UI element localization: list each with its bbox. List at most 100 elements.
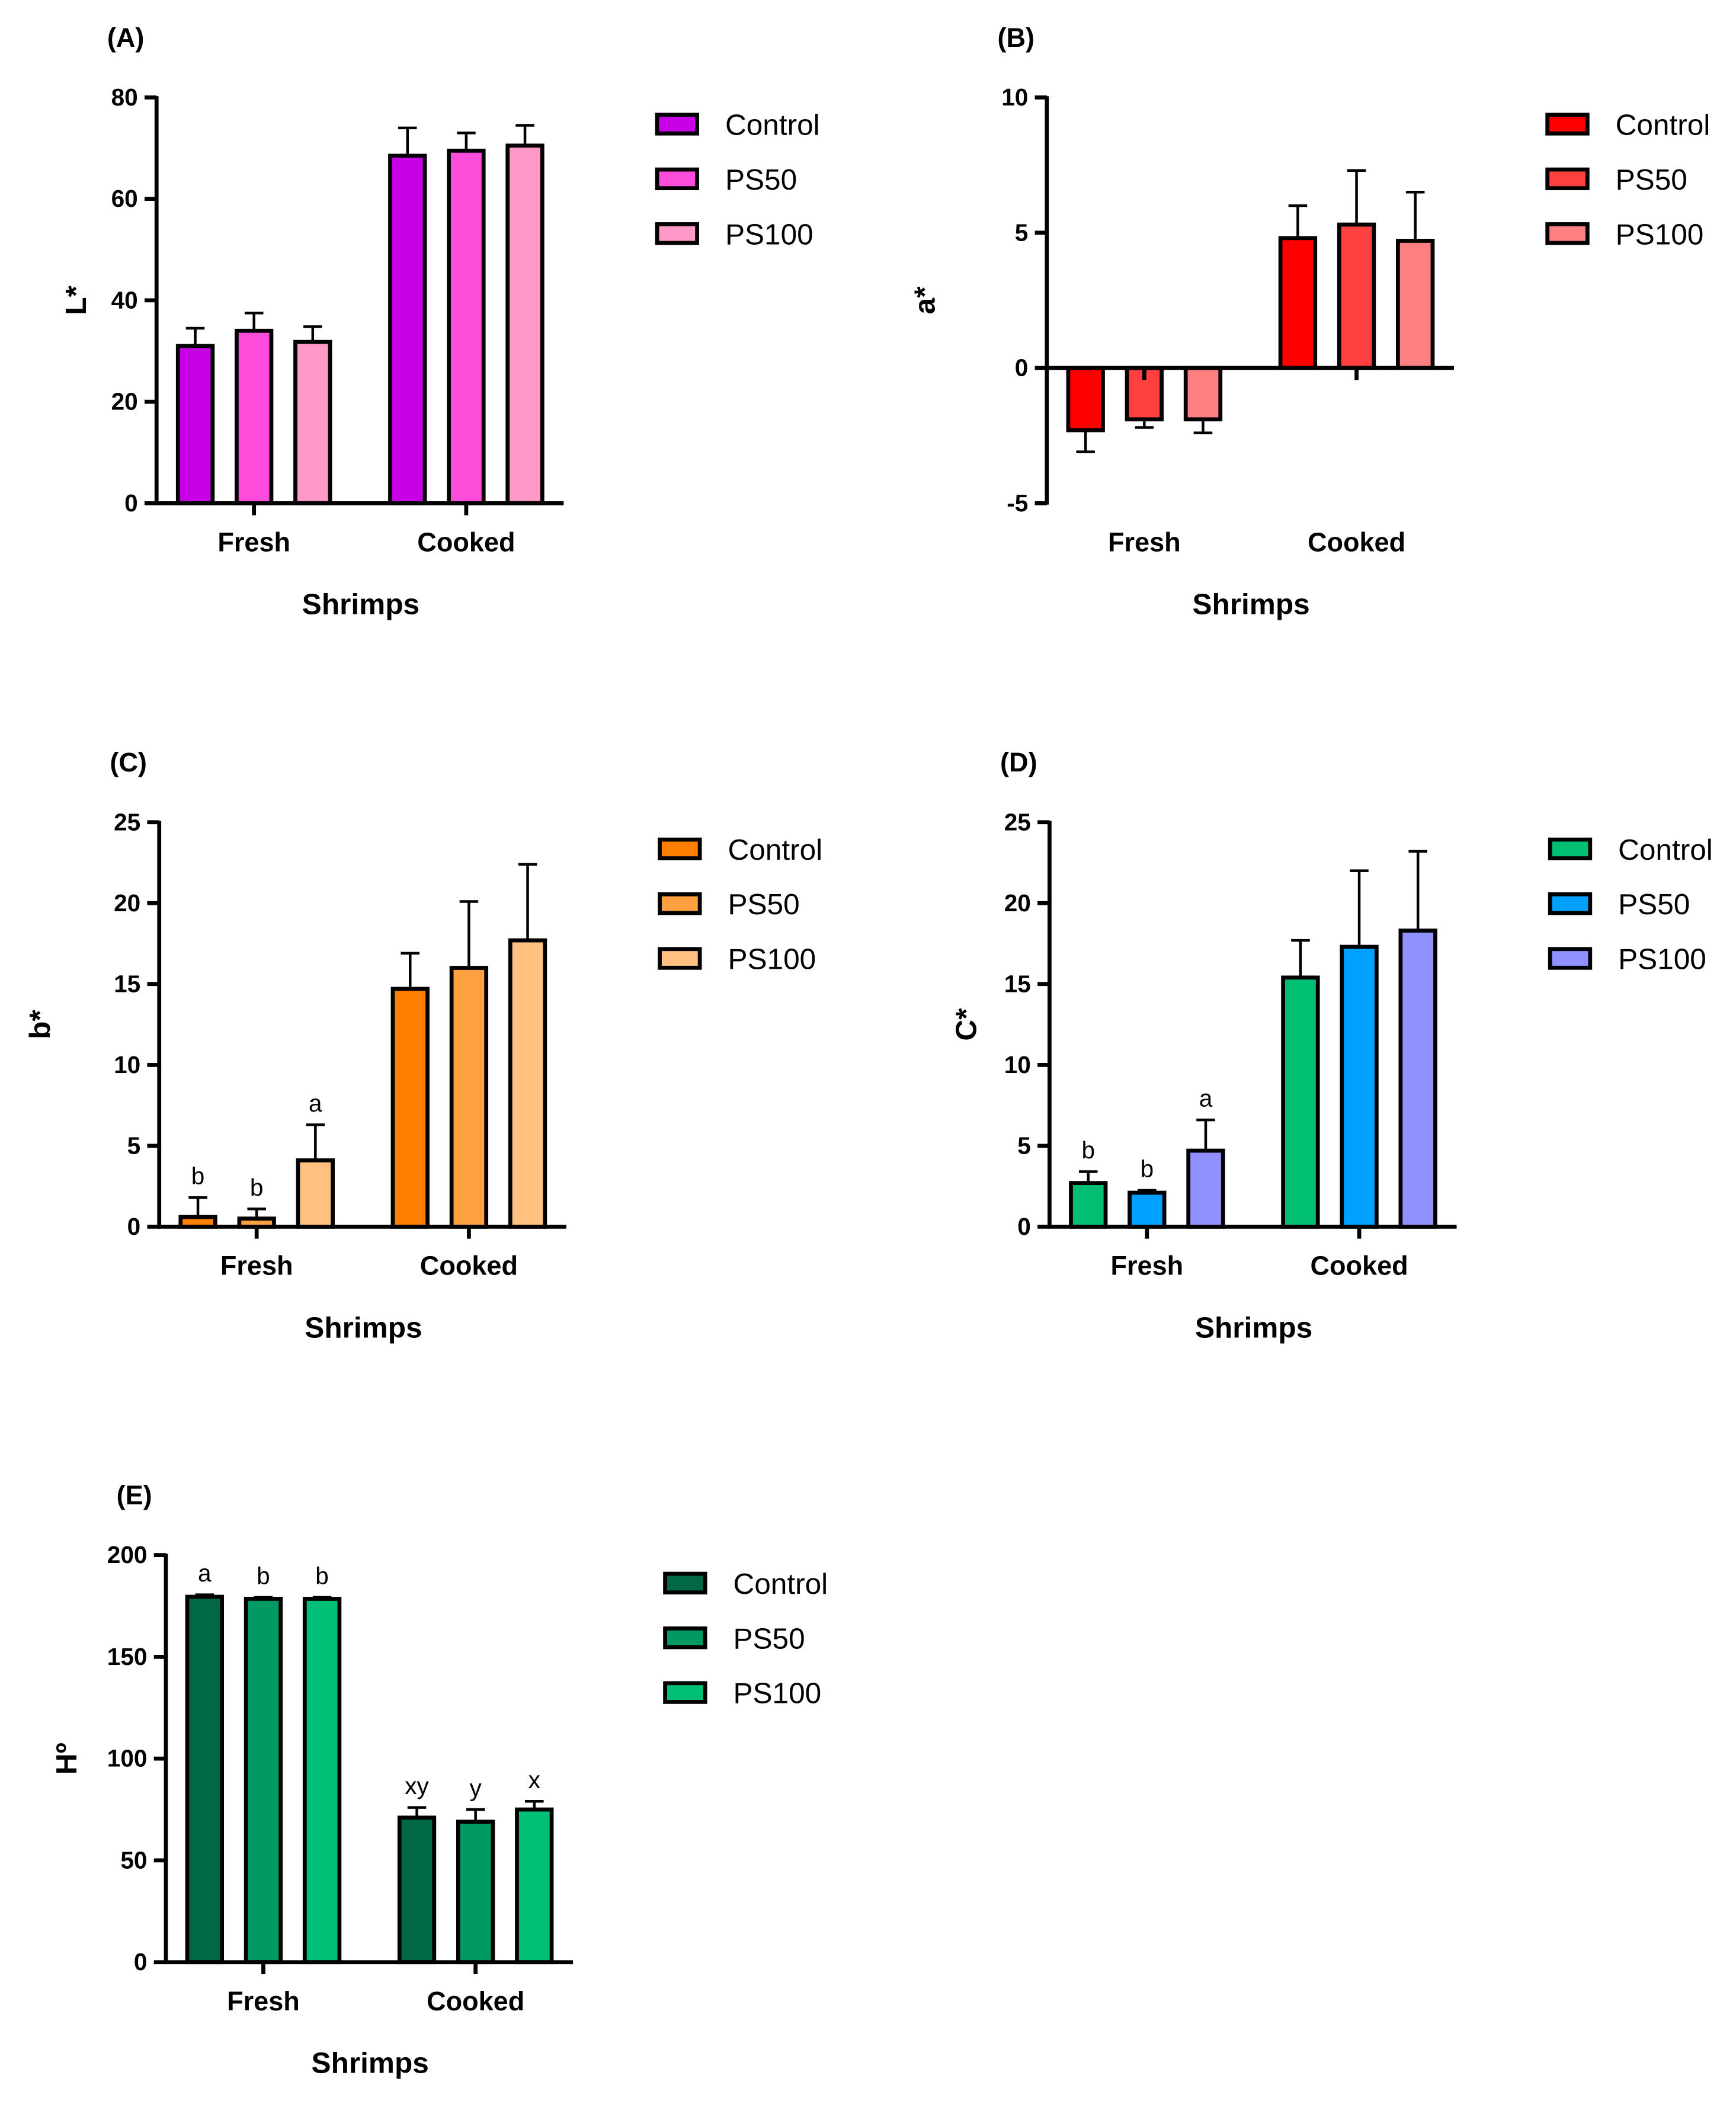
x-axis-label: Shrimps: [302, 587, 419, 620]
x-tick-label-fresh: Fresh: [220, 1250, 293, 1280]
y-tick-label: 0: [1017, 1213, 1031, 1240]
y-axis-label: a*: [908, 286, 941, 315]
bar-ps100-fresh: [1183, 366, 1223, 422]
bar-ps100-fresh: [296, 1158, 335, 1229]
bar-control-cooked: [1281, 975, 1320, 1229]
legend-swatch: [658, 892, 702, 915]
y-tick-label: 15: [114, 970, 140, 997]
x-axis-label: Shrimps: [305, 1311, 422, 1344]
x-axis-label: Shrimps: [1195, 1311, 1312, 1344]
bar-control-cooked: [1278, 236, 1318, 370]
y-tick-label: 20: [114, 889, 140, 917]
significance-letter: b: [315, 1562, 329, 1590]
x-tick-label-cooked: Cooked: [1308, 527, 1405, 557]
legend-swatch: [658, 947, 702, 970]
significance-letter: a: [198, 1559, 212, 1587]
y-tick-label: 5: [1017, 1132, 1031, 1159]
y-tick-label: 25: [114, 808, 140, 835]
x-tick-label-cooked: Cooked: [420, 1250, 518, 1280]
y-tick-label: 60: [111, 185, 138, 212]
legend-label: Control: [733, 1567, 828, 1600]
legend-swatch: [655, 113, 700, 136]
significance-letter: y: [470, 1775, 482, 1802]
chart-panel-a: (A) 0 20 40 60 80 Fresh Cooked Shrimps L* Control P…: [59, 23, 820, 620]
legend-label: PS50: [725, 163, 797, 196]
bar-control-cooked: [390, 987, 430, 1229]
panel-title: (E): [117, 1480, 152, 1510]
bar-ps100-fresh: [293, 340, 332, 505]
x-tick-label-fresh: Fresh: [217, 527, 290, 557]
legend-label: PS100: [1616, 217, 1704, 251]
significance-letter: a: [1199, 1085, 1213, 1112]
y-tick-label: 25: [1004, 808, 1031, 835]
chart-panel-e: (E) a xy b y b x 0 50 100 150 200 Fresh Cooked Shrimps…: [50, 1480, 828, 2080]
bar-ps100-cooked: [508, 938, 547, 1229]
legend-label: PS50: [1618, 888, 1690, 921]
bar-ps100-cooked: [1396, 239, 1435, 370]
chart-panel-b: (B) -5 0 5 10 Fresh Cooked Shrimps a* Control PS50…: [908, 23, 1711, 620]
y-tick-label: 0: [1015, 354, 1029, 382]
bar-ps100-cooked: [1398, 928, 1437, 1229]
legend-swatch: [655, 167, 700, 191]
legend-label: PS100: [728, 943, 816, 976]
significance-letter: xy: [405, 1772, 429, 1799]
significance-letter: a: [309, 1090, 322, 1117]
legend-label: PS50: [728, 888, 799, 921]
y-tick-label: 20: [1004, 889, 1031, 917]
significance-letter: b: [1141, 1155, 1154, 1182]
legend-label: Control: [1618, 833, 1713, 866]
legend-swatch: [663, 1571, 707, 1595]
x-tick-label-fresh: Fresh: [1108, 527, 1181, 557]
legend-swatch: [663, 1626, 707, 1650]
legend-swatch: [1548, 892, 1593, 915]
panel-title: (D): [1000, 747, 1037, 777]
y-tick-label: 0: [134, 1948, 148, 1975]
bar-ps100-fresh: [302, 1597, 342, 1965]
y-tick-label: 10: [1004, 1051, 1031, 1078]
bar-control-fresh: [1069, 1181, 1108, 1229]
y-tick-label: 10: [114, 1051, 140, 1078]
bar-ps100-cooked: [505, 143, 544, 505]
bar-control-fresh: [175, 344, 215, 505]
significance-letter: x: [529, 1766, 540, 1793]
x-axis-label: Shrimps: [1192, 587, 1309, 620]
bar-ps50-cooked: [1337, 222, 1376, 370]
significance-letter: b: [1081, 1136, 1095, 1164]
bar-ps100-cooked: [515, 1807, 554, 1965]
y-tick-label: 10: [1001, 84, 1028, 111]
legend-swatch: [663, 1681, 707, 1704]
y-tick-label: 0: [124, 489, 138, 517]
legend-label: Control: [1616, 108, 1711, 142]
y-tick-label: 0: [127, 1213, 141, 1240]
y-axis-label: C*: [949, 1008, 982, 1041]
y-tick-label: 80: [111, 84, 138, 111]
y-tick-label: 100: [107, 1745, 148, 1772]
panel-title: (A): [107, 23, 145, 53]
chart-panel-d: (D) b b a 0 5 10 15 20 25 Fresh Cooked Shrimps C* Cont…: [949, 747, 1712, 1344]
legend-label: PS100: [733, 1677, 821, 1710]
y-tick-label: 150: [107, 1643, 148, 1670]
x-tick-label-cooked: Cooked: [417, 527, 515, 557]
significance-letter: b: [257, 1562, 270, 1590]
y-tick-label: 5: [1015, 219, 1029, 246]
x-axis-label: Shrimps: [312, 2046, 429, 2080]
y-axis-label: Hº: [50, 1743, 83, 1775]
x-tick-label-fresh: Fresh: [1111, 1250, 1184, 1280]
bar-control-cooked: [397, 1815, 437, 1965]
legend-label: PS100: [725, 217, 813, 251]
bar-ps50-cooked: [447, 148, 486, 505]
significance-letter: b: [250, 1174, 264, 1201]
x-tick-label-cooked: Cooked: [427, 1986, 524, 2016]
legend-swatch: [1545, 167, 1590, 191]
panel-title: (C): [110, 747, 147, 777]
bar-ps50-cooked: [1340, 944, 1379, 1229]
y-tick-label: 15: [1004, 970, 1031, 997]
bar-ps50-cooked: [456, 1820, 495, 1965]
y-tick-label: 50: [120, 1846, 147, 1873]
legend-swatch: [1545, 222, 1590, 245]
y-tick-label: 200: [107, 1541, 148, 1568]
legend-label: PS50: [733, 1622, 805, 1655]
significance-letter: b: [191, 1162, 205, 1190]
legend-swatch: [658, 837, 702, 860]
